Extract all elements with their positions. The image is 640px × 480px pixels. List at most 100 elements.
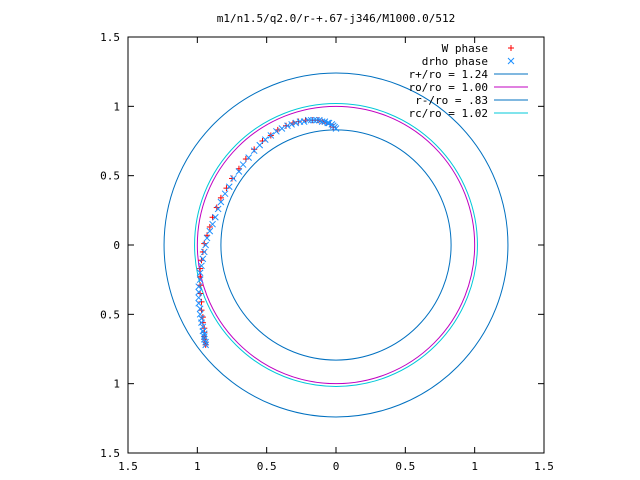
- drho-phase-point-d2: [292, 119, 300, 127]
- drho-phase-point: [214, 205, 222, 213]
- drho-phase-point: [203, 234, 211, 242]
- drho-phase-point-d2: [198, 262, 205, 270]
- y-tick-label: 1: [113, 100, 120, 113]
- drho-phase-point-d2: [209, 220, 216, 228]
- legend-label: r-/ro = .83: [415, 94, 488, 107]
- drho-phase-point: [200, 333, 208, 340]
- drho-phase-point: [313, 116, 320, 124]
- drho-phase-point-d2: [310, 116, 318, 124]
- drho-phase-point: [195, 294, 203, 302]
- drho-phase-point-d2: [325, 119, 333, 127]
- x-tick-label: 1: [471, 460, 478, 473]
- drho-phase-point-d2: [225, 183, 233, 191]
- drho-phase-point-d2: [214, 205, 222, 213]
- drho-phase-point-d2: [196, 305, 204, 313]
- drho-phase-point-d2: [235, 168, 243, 175]
- circle-1: [196, 105, 476, 385]
- drho-phase-point-d2: [200, 248, 208, 256]
- legend-label: drho phase: [422, 55, 488, 68]
- drho-phase-point-d2: [195, 294, 203, 302]
- drho-phase-point: [195, 288, 203, 296]
- drho-phase-point: [321, 118, 329, 125]
- reference-circles: [163, 72, 509, 418]
- drho-phase-point-d2: [256, 141, 264, 149]
- y-tick-label: 1: [113, 378, 120, 391]
- legend-marker-d2: [507, 57, 515, 65]
- drho-phase-point: [288, 121, 295, 128]
- drho-phase-point-d2: [324, 119, 332, 127]
- legend-marker: [507, 57, 515, 65]
- drho-phase-point-d2: [200, 330, 208, 338]
- w-phase-point: [251, 146, 258, 153]
- drho-phase-point: [195, 299, 203, 307]
- drho-phase-point: [202, 241, 210, 249]
- drho-phase-point-d2: [203, 234, 211, 242]
- drho-phase-point: [202, 338, 210, 346]
- drho-phase-point: [196, 276, 204, 284]
- drho-phase-point-d2: [284, 122, 291, 130]
- x-tick-label: 0: [333, 460, 340, 473]
- drho-phase-point-d2: [239, 161, 247, 168]
- legend-marker: [508, 45, 514, 51]
- drho-phase-point: [239, 161, 247, 168]
- y-tick-label: 0.5: [100, 308, 120, 321]
- drho-phase-point: [206, 227, 214, 235]
- drho-phase-point-d2: [202, 241, 210, 249]
- legend-label: W phase: [442, 42, 488, 55]
- drho-phase-point: [284, 122, 291, 130]
- drho-phase-point-d2: [199, 327, 207, 335]
- x-tick-label: 1.5: [534, 460, 554, 473]
- chart-title: m1/n1.5/q2.0/r-+.67-j346/M1000.0/512: [217, 12, 455, 25]
- drho-phase-point: [261, 136, 269, 143]
- w-phase-point: [217, 194, 224, 201]
- legend-label: r+/ro = 1.24: [409, 68, 489, 81]
- drho-phase-point: [235, 168, 243, 175]
- drho-phase-point: [221, 190, 229, 198]
- drho-phase-point: [310, 116, 318, 124]
- legend-label: rc/ro = 1.02: [409, 107, 488, 120]
- drho-phase-point-d2: [221, 190, 229, 198]
- drho-phase-point-d2: [195, 299, 203, 307]
- drho-phase-point: [316, 116, 323, 124]
- drho-phase-point-d2: [304, 116, 312, 124]
- drho-phase-point-d2: [245, 154, 252, 161]
- drho-phase-point: [304, 116, 312, 124]
- w-phase-point: [229, 175, 235, 182]
- drho-phase-point: [196, 269, 204, 277]
- drho-phase-point: [256, 141, 264, 149]
- drho-phase-point-d2: [202, 341, 210, 349]
- drho-phase-point-d2: [313, 116, 320, 124]
- drho-phase-point-d2: [307, 116, 315, 124]
- drho-phase-point-d2: [230, 175, 237, 182]
- drho-phase-point: [307, 116, 315, 124]
- x-tick-label: 0.5: [395, 460, 415, 473]
- drho-phase-point-d2: [316, 116, 323, 124]
- drho-phase-point: [273, 127, 280, 135]
- drho-phase-point-d2: [273, 127, 280, 135]
- drho-phase-point: [200, 330, 208, 338]
- circle-1-24: [163, 72, 509, 418]
- drho-phase-point-d2: [195, 288, 203, 296]
- w-phase-point: [209, 214, 216, 221]
- drho-phase-point-d2: [296, 118, 304, 125]
- drho-phase-point: [292, 119, 300, 127]
- drho-phase-point: [225, 183, 233, 191]
- drho-phase-point: [200, 248, 208, 256]
- drho-phase-point: [195, 283, 203, 290]
- drho-phase-point-d2: [217, 198, 225, 206]
- drho-phase-point: [325, 119, 333, 127]
- y-tick-label: 1.5: [100, 447, 120, 460]
- drho-phase-point-d2: [321, 118, 329, 125]
- drho-phase-point-d2: [202, 338, 210, 346]
- drho-phase-point: [267, 132, 275, 139]
- drho-phase-point-d2: [261, 136, 269, 143]
- drho-phase-point-d2: [196, 310, 204, 318]
- w-phase-point: [283, 122, 290, 129]
- drho-phase-point: [196, 310, 204, 318]
- drho-phase-point: [202, 341, 210, 349]
- drho-phase-point: [198, 319, 205, 327]
- drho-phase-point-d2: [206, 227, 214, 235]
- y-tick-label: 0.5: [100, 170, 120, 183]
